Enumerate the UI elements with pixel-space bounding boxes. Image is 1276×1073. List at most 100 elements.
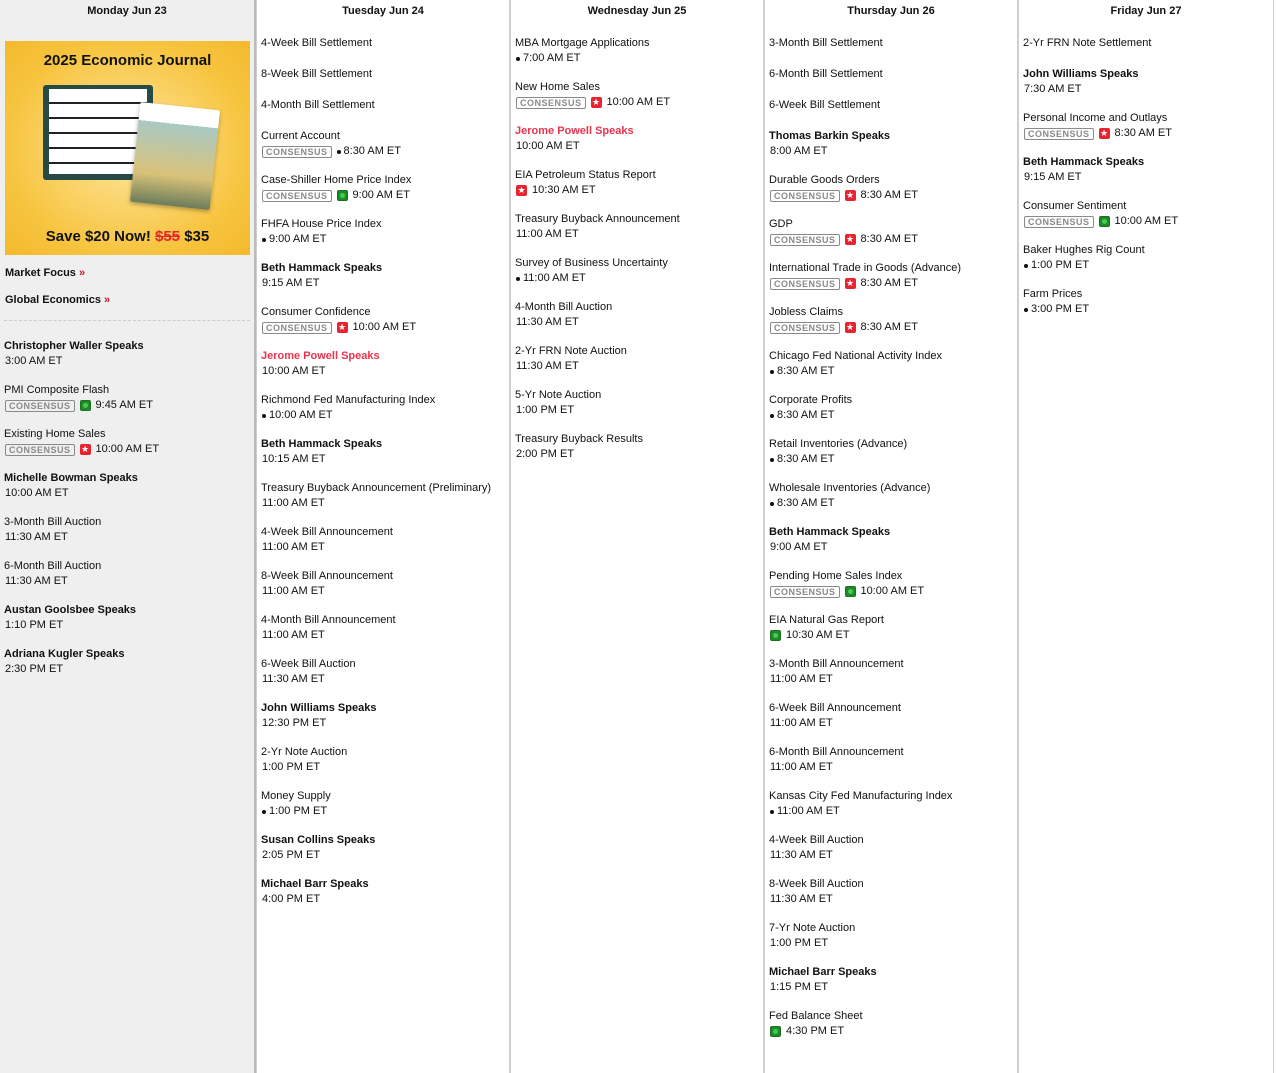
event-item[interactable]: 3-Month Bill Announcement 11:00 AM ET: [769, 657, 1013, 687]
event-item[interactable]: Adriana Kugler Speaks 2:30 PM ET: [4, 647, 250, 677]
event-item[interactable]: Consumer Sentiment CONSENSUS 10:00 AM ET: [1023, 199, 1269, 229]
event-item[interactable]: FHFA House Price Index 9:00 AM ET: [261, 217, 505, 247]
event-item[interactable]: Treasury Buyback Results 2:00 PM ET: [515, 432, 759, 462]
event-title[interactable]: 4-Week Bill Settlement: [261, 37, 373, 49]
event-item[interactable]: 4-Week Bill Settlement: [261, 36, 505, 51]
event-title[interactable]: PMI Composite Flash: [4, 384, 110, 396]
event-item[interactable]: Farm Prices 3:00 PM ET: [1023, 287, 1269, 317]
event-title[interactable]: 6-Month Bill Announcement: [769, 746, 904, 758]
event-item[interactable]: Beth Hammack Speaks 9:15 AM ET: [261, 261, 505, 291]
consensus-badge[interactable]: CONSENSUS: [516, 96, 586, 109]
event-title[interactable]: Adriana Kugler Speaks: [4, 648, 125, 660]
event-title[interactable]: Austan Goolsbee Speaks: [4, 604, 137, 616]
event-item[interactable]: 8-Week Bill Announcement 11:00 AM ET: [261, 569, 505, 599]
event-item[interactable]: John Williams Speaks 7:30 AM ET: [1023, 67, 1269, 97]
event-item[interactable]: EIA Petroleum Status Report ★ 10:30 AM ET: [515, 168, 759, 198]
event-item[interactable]: 4-Month Bill Announcement 11:00 AM ET: [261, 613, 505, 643]
event-title[interactable]: New Home Sales: [515, 81, 600, 93]
event-item[interactable]: 6-Week Bill Announcement 11:00 AM ET: [769, 701, 1013, 731]
event-title[interactable]: Survey of Business Uncertainty: [515, 257, 668, 269]
event-title[interactable]: 2-Yr Note Auction: [261, 746, 348, 758]
event-item[interactable]: 6-Week Bill Settlement: [769, 98, 1013, 113]
event-item[interactable]: New Home Sales CONSENSUS ★ 10:00 AM ET: [515, 80, 759, 110]
event-title[interactable]: Beth Hammack Speaks: [261, 438, 383, 450]
event-title[interactable]: 6-Week Bill Announcement: [769, 702, 901, 714]
event-title[interactable]: FHFA House Price Index: [261, 218, 382, 230]
event-title[interactable]: EIA Natural Gas Report: [769, 614, 884, 626]
event-item[interactable]: Case-Shiller Home Price Index CONSENSUS 9:…: [261, 173, 505, 203]
event-item[interactable]: Thomas Barkin Speaks 8:00 AM ET: [769, 129, 1013, 159]
event-title[interactable]: 4-Month Bill Announcement: [261, 614, 396, 626]
event-item[interactable]: 4-Month Bill Settlement: [261, 98, 505, 113]
event-item[interactable]: Michelle Bowman Speaks 10:00 AM ET: [4, 471, 250, 501]
event-item[interactable]: Existing Home Sales CONSENSUS ★ 10:00 AM ET: [4, 427, 250, 457]
consensus-badge[interactable]: CONSENSUS: [5, 399, 75, 412]
event-title[interactable]: Jobless Claims: [769, 306, 843, 318]
event-item[interactable]: Susan Collins Speaks 2:05 PM ET: [261, 833, 505, 863]
consensus-badge[interactable]: CONSENSUS: [5, 443, 75, 456]
event-item[interactable]: Current Account CONSENSUS 8:30 AM ET: [261, 129, 505, 159]
event-item[interactable]: 7-Yr Note Auction 1:00 PM ET: [769, 921, 1013, 951]
event-item[interactable]: 6-Month Bill Settlement: [769, 67, 1013, 82]
event-item[interactable]: Personal Income and Outlays CONSENSUS ★ 8:3…: [1023, 111, 1269, 141]
event-title[interactable]: 4-Week Bill Announcement: [261, 526, 393, 538]
event-item[interactable]: Jerome Powell Speaks 10:00 AM ET: [261, 349, 505, 379]
event-item[interactable]: 3-Month Bill Auction 11:30 AM ET: [4, 515, 250, 545]
event-item[interactable]: Treasury Buyback Announcement (Prelimina…: [261, 481, 505, 511]
event-item[interactable]: Money Supply 1:00 PM ET: [261, 789, 505, 819]
event-item[interactable]: MBA Mortgage Applications 7:00 AM ET: [515, 36, 759, 66]
event-title[interactable]: Baker Hughes Rig Count: [1023, 244, 1145, 256]
event-title[interactable]: John Williams Speaks: [261, 702, 377, 714]
event-title[interactable]: Jerome Powell Speaks: [515, 125, 634, 137]
event-item[interactable]: 2-Yr FRN Note Auction 11:30 AM ET: [515, 344, 759, 374]
event-item[interactable]: Michael Barr Speaks 4:00 PM ET: [261, 877, 505, 907]
event-title[interactable]: Wholesale Inventories (Advance): [769, 482, 931, 494]
event-item[interactable]: Consumer Confidence CONSENSUS ★ 10:00 AM ET: [261, 305, 505, 335]
event-item[interactable]: Treasury Buyback Announcement 11:00 AM ET: [515, 212, 759, 242]
event-title[interactable]: Money Supply: [261, 790, 331, 802]
event-item[interactable]: 3-Month Bill Settlement: [769, 36, 1013, 51]
event-item[interactable]: 6-Month Bill Announcement 11:00 AM ET: [769, 745, 1013, 775]
event-title[interactable]: GDP: [769, 218, 793, 230]
event-title[interactable]: Michael Barr Speaks: [769, 966, 877, 978]
event-title[interactable]: 6-Month Bill Auction: [4, 560, 102, 572]
event-title[interactable]: Chicago Fed National Activity Index: [769, 350, 943, 362]
event-title[interactable]: 2-Yr FRN Note Auction: [515, 345, 627, 357]
event-item[interactable]: 2-Yr FRN Note Settlement: [1023, 36, 1269, 51]
event-title[interactable]: 2-Yr FRN Note Settlement: [1023, 37, 1152, 49]
event-title[interactable]: Jerome Powell Speaks: [261, 350, 380, 362]
event-title[interactable]: 8-Week Bill Announcement: [261, 570, 393, 582]
event-item[interactable]: Retail Inventories (Advance) 8:30 AM ET: [769, 437, 1013, 467]
event-title[interactable]: Richmond Fed Manufacturing Index: [261, 394, 436, 406]
event-title[interactable]: 4-Week Bill Auction: [769, 834, 864, 846]
event-title[interactable]: Case-Shiller Home Price Index: [261, 174, 412, 186]
event-title[interactable]: Treasury Buyback Results: [515, 433, 643, 445]
consensus-badge[interactable]: CONSENSUS: [770, 321, 840, 334]
event-item[interactable]: Jerome Powell Speaks 10:00 AM ET: [515, 124, 759, 154]
event-item[interactable]: John Williams Speaks 12:30 PM ET: [261, 701, 505, 731]
link-market-focus[interactable]: Market Focus »: [0, 267, 254, 279]
event-title[interactable]: Susan Collins Speaks: [261, 834, 376, 846]
event-title[interactable]: 5-Yr Note Auction: [515, 389, 602, 401]
event-item[interactable]: 8-Week Bill Auction 11:30 AM ET: [769, 877, 1013, 907]
event-title[interactable]: 4-Month Bill Auction: [515, 301, 613, 313]
consensus-badge[interactable]: CONSENSUS: [1024, 127, 1094, 140]
consensus-badge[interactable]: CONSENSUS: [770, 585, 840, 598]
link-global-economics[interactable]: Global Economics »: [0, 294, 254, 306]
event-title[interactable]: Treasury Buyback Announcement (Prelimina…: [261, 482, 492, 494]
event-item[interactable]: Corporate Profits 8:30 AM ET: [769, 393, 1013, 423]
event-title[interactable]: EIA Petroleum Status Report: [515, 169, 656, 181]
event-title[interactable]: Retail Inventories (Advance): [769, 438, 908, 450]
consensus-badge[interactable]: CONSENSUS: [262, 321, 332, 334]
event-title[interactable]: Farm Prices: [1023, 288, 1083, 300]
event-title[interactable]: Beth Hammack Speaks: [1023, 156, 1145, 168]
event-title[interactable]: Michelle Bowman Speaks: [4, 472, 138, 484]
event-title[interactable]: 7-Yr Note Auction: [769, 922, 856, 934]
event-title[interactable]: Thomas Barkin Speaks: [769, 130, 891, 142]
event-title[interactable]: 4-Month Bill Settlement: [261, 99, 375, 111]
consensus-badge[interactable]: CONSENSUS: [770, 277, 840, 290]
event-title[interactable]: 3-Month Bill Settlement: [769, 37, 883, 49]
event-item[interactable]: Richmond Fed Manufacturing Index 10:00 AM…: [261, 393, 505, 423]
event-item[interactable]: Chicago Fed National Activity Index 8:30 …: [769, 349, 1013, 379]
consensus-badge[interactable]: CONSENSUS: [262, 189, 332, 202]
